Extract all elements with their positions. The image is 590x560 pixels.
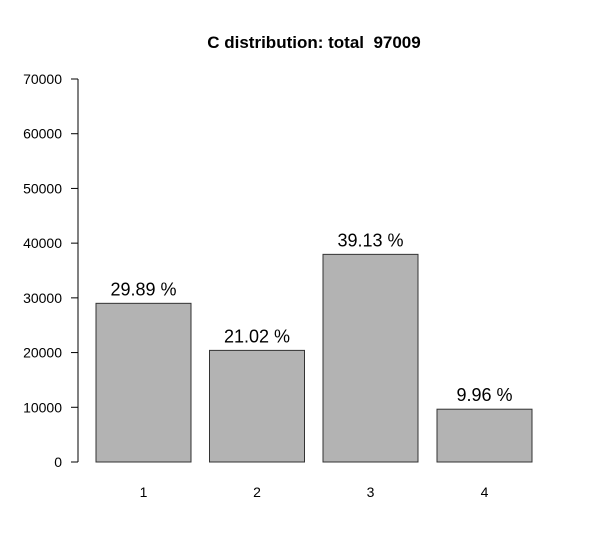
y-tick-label: 10000 — [23, 399, 62, 415]
bar-value-labels: 29.89 % 21.02 % 39.13 % 9.96 % — [110, 230, 512, 405]
x-tick-label: 1 — [140, 484, 148, 500]
bar-value-label: 9.96 % — [456, 385, 512, 405]
x-tick-label: 4 — [481, 484, 489, 500]
x-tick-label: 2 — [253, 484, 261, 500]
bars — [95, 253, 533, 463]
x-tick-label: 3 — [367, 484, 375, 500]
x-axis-tick-labels: 1 2 3 4 — [140, 484, 489, 500]
bar-1 — [95, 302, 192, 463]
bar-value-label: 29.89 % — [110, 279, 176, 299]
y-tick-label: 60000 — [23, 126, 62, 142]
y-tick-label: 70000 — [23, 71, 62, 87]
y-tick-label: 50000 — [23, 180, 62, 196]
y-tick-label: 0 — [54, 454, 62, 470]
bar-value-label: 39.13 % — [337, 230, 403, 250]
y-tick-label: 20000 — [23, 345, 62, 361]
bar-4 — [436, 408, 533, 463]
chart-title: C distribution: total 97009 — [207, 33, 420, 52]
bar-2 — [209, 349, 305, 463]
y-axis-ticks: 0 10000 20000 30000 40000 50000 60000 70000 — [23, 71, 78, 470]
y-tick-label: 30000 — [23, 290, 62, 306]
bar-3 — [322, 253, 419, 463]
bar-value-label: 21.02 % — [224, 326, 290, 346]
y-tick-label: 40000 — [23, 235, 62, 251]
